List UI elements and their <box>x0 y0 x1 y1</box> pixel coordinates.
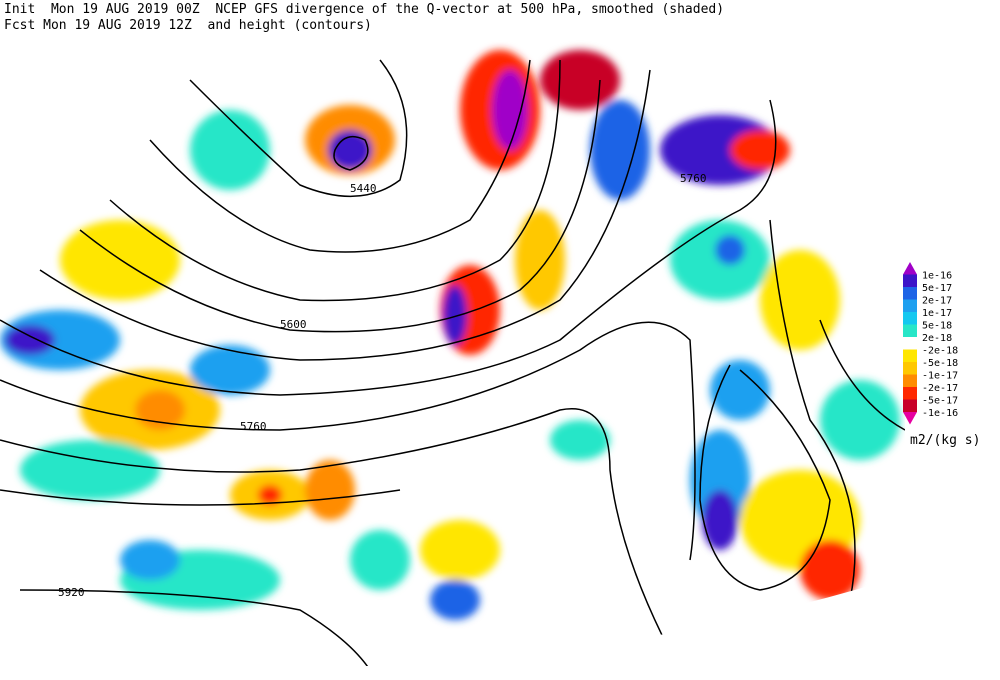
legend-swatch <box>903 374 917 387</box>
height-contours <box>0 59 905 667</box>
legend-swatch <box>903 337 917 350</box>
shading <box>0 50 900 620</box>
legend-label: -2e-17 <box>922 383 958 394</box>
legend-swatch <box>903 287 917 300</box>
legend-swatch <box>903 312 917 325</box>
legend-label: -1e-16 <box>922 408 958 419</box>
header-line: Fcst Mon 19 AUG 2019 12Z and height (con… <box>4 18 372 33</box>
legend-label: -5e-17 <box>922 396 958 407</box>
legend-label: 1e-16 <box>922 271 952 282</box>
header-line: Init Mon 19 AUG 2019 00Z NCEP GFS diverg… <box>4 2 724 17</box>
legend: 1e-165e-172e-171e-175e-182e-18-2e-18-5e-… <box>903 262 958 425</box>
legend-label: -2e-18 <box>922 346 958 357</box>
legend-label: 5e-18 <box>922 321 952 332</box>
contour-label: 5920 <box>58 586 85 599</box>
legend-swatch <box>903 324 917 337</box>
legend-swatch <box>903 412 917 425</box>
contour-labels: 5440 5600 5760 5760 5920 <box>58 172 707 599</box>
contour-label: 5760 <box>680 172 707 185</box>
legend-swatch <box>903 349 917 362</box>
contour-label: 5760 <box>240 420 267 433</box>
legend-swatch <box>903 399 917 412</box>
legend-label: 5e-17 <box>922 283 952 294</box>
map-area <box>0 32 905 667</box>
contour-label: 5600 <box>280 318 307 331</box>
legend-unit: m2/(kg s) <box>910 433 980 448</box>
legend-label: 2e-18 <box>922 333 952 344</box>
legend-swatch <box>903 299 917 312</box>
legend-swatch <box>903 387 917 400</box>
legend-swatch <box>903 362 917 375</box>
legend-label: -1e-17 <box>922 371 958 382</box>
legend-label: 1e-17 <box>922 308 952 319</box>
legend-label: 2e-17 <box>922 296 952 307</box>
legend-label: -5e-18 <box>922 358 958 369</box>
legend-swatch <box>903 274 917 287</box>
legend-swatch <box>903 262 917 275</box>
contour-label: 5440 <box>350 182 377 195</box>
